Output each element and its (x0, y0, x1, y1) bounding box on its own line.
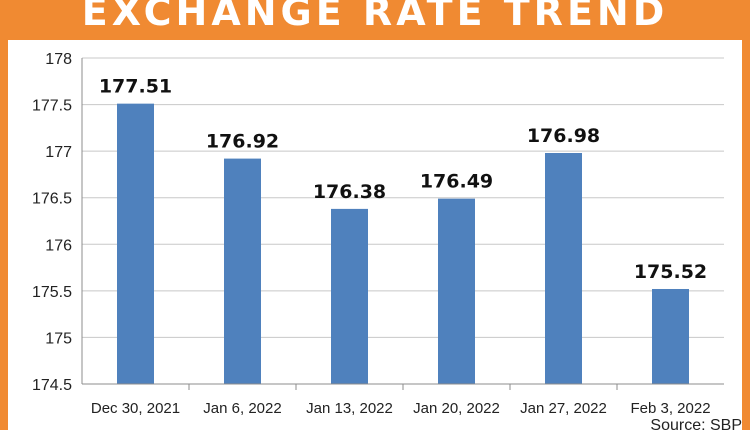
data-label: 176.38 (313, 181, 386, 203)
y-tick-label: 177.5 (32, 98, 72, 115)
bar (224, 158, 261, 384)
y-axis-tick-labels: 174.5 175 175.5 176 176.5 177 177.5 178 (32, 51, 72, 394)
y-tick-label: 177 (45, 144, 72, 161)
title-bar: EXCHANGE RATE TREND (0, 0, 750, 40)
x-tick-label: Jan 20, 2022 (413, 400, 500, 417)
data-label: 176.92 (206, 131, 279, 153)
bar (545, 153, 582, 384)
bar (331, 208, 368, 384)
data-label: 175.52 (634, 261, 707, 283)
y-tick-label: 178 (45, 51, 72, 68)
y-tick-label: 176 (45, 237, 72, 254)
x-tick-label: Jan 13, 2022 (306, 400, 393, 417)
y-tick-label: 175 (45, 330, 72, 347)
chart-title: EXCHANGE RATE TREND (81, 0, 669, 34)
data-label: 177.51 (99, 76, 172, 98)
y-tick-label: 174.5 (32, 377, 72, 394)
x-axis-tick-labels: Dec 30, 2021 Jan 6, 2022 Jan 13, 2022 Jan 2… (91, 400, 711, 417)
gridlines (82, 57, 724, 385)
source-note: Source: SBP (650, 417, 742, 434)
bar (652, 288, 689, 384)
x-tick-label: Dec 30, 2021 (91, 400, 180, 417)
bar (117, 103, 154, 384)
data-labels: 177.51 176.92 176.38 176.49 176.98 175.52 (99, 76, 707, 283)
bars (117, 103, 689, 384)
x-tick-label: Feb 3, 2022 (630, 400, 710, 417)
bar (438, 198, 475, 384)
data-label: 176.98 (527, 125, 600, 147)
y-tick-label: 175.5 (32, 284, 72, 301)
axes (81, 58, 724, 390)
data-label: 176.49 (420, 171, 493, 193)
x-tick-label: Jan 6, 2022 (203, 400, 281, 417)
x-tick-label: Jan 27, 2022 (520, 400, 607, 417)
y-tick-label: 176.5 (32, 191, 72, 208)
